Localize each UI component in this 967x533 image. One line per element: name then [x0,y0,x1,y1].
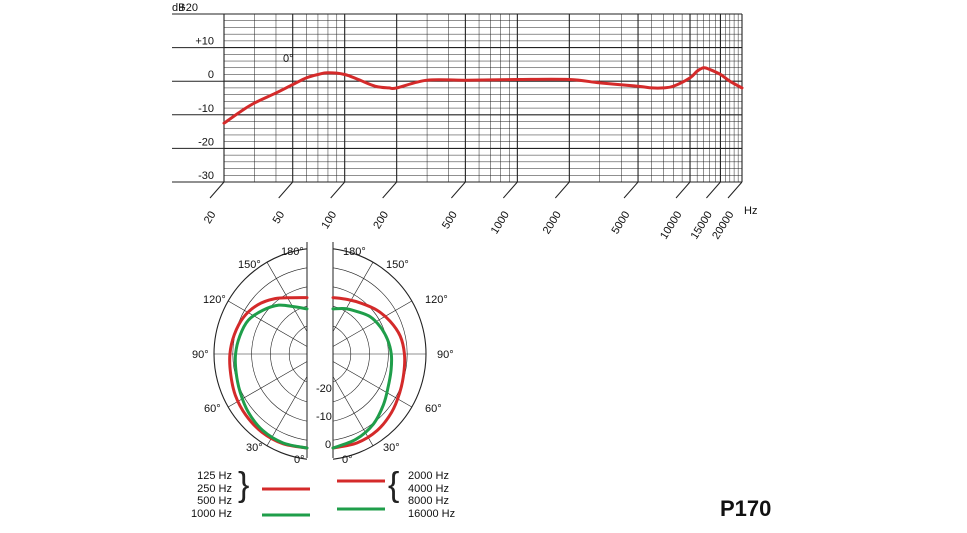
y-tick-label: +20 [179,2,198,14]
angle-label: 60° [425,403,442,415]
legend-left: 125 Hz 250 Hz 500 Hz 1000 Hz [190,470,232,520]
angle-label: 180° [343,246,366,258]
polar-curve [331,306,394,450]
model-name: P170 [720,496,772,521]
polar-curve [331,296,407,450]
radial-label: 0 [325,439,331,451]
frequency-response-series [222,66,744,125]
angle-label: 90° [192,349,209,361]
polar-spoke [325,262,374,344]
legend-item: 8000 Hz [408,495,449,507]
angle-label: 120° [203,294,226,306]
radial-label: -10 [316,411,332,423]
x-tick-mark [451,181,466,199]
polar-center-gap [307,242,333,466]
polar-spoke [228,300,310,349]
x-tick-mark [675,181,691,199]
y-tick-label: -20 [198,136,214,148]
x-tick-mark [706,181,721,199]
angle-label: 150° [386,259,409,271]
legend-item: 125 Hz [197,470,232,482]
angle-label: 120° [425,294,448,306]
polar-curve [233,303,309,450]
polar-spoke [228,359,310,408]
polar-spoke [266,364,315,446]
radial-label: -20 [316,383,332,395]
x-tick-mark [727,181,743,199]
legend-right: 2000 Hz 4000 Hz 8000 Hz 16000 Hz [408,470,455,520]
x-axis-label: Hz [744,205,757,217]
polar-spoke [330,300,412,349]
legend-item: 1000 Hz [191,507,232,520]
x-tick-mark [554,181,570,199]
y-tick-label: +10 [195,36,214,48]
legend-brace-right: { [388,466,400,504]
angle-label: 90° [437,349,454,361]
legend-swatches [262,479,385,517]
angle-label: 180° [281,246,304,258]
x-tick-mark [382,181,398,199]
polar-angle-labels: 180° 150° 120° 90° 60° 30° 0° 180° 150° 120° 90° 60… [192,246,454,466]
legend-item: 500 Hz [197,495,232,507]
polar-curve [228,296,309,450]
angle-annotation: 0° [283,53,294,65]
frequency-grid [172,13,743,199]
y-axis-label: dB [172,2,185,14]
y-tick-label: -30 [198,170,214,182]
legend-brace-left: } [238,466,250,504]
polar-spoke [330,359,412,408]
legend-item: 2000 Hz [408,470,449,482]
x-tick-mark [330,181,346,199]
polar-spoke [266,262,315,344]
angle-label: 150° [238,259,261,271]
y-tick-label: 0 [208,69,214,81]
x-tick-label: 20 [202,209,219,226]
angle-label: 30° [246,442,263,454]
legend-item: 4000 Hz [408,482,449,495]
polar-grid [213,242,427,466]
x-tick-label: 50 [271,209,288,226]
x-tick-mark [278,181,294,199]
x-tick-mark [502,181,518,199]
polar-curves [228,296,407,450]
angle-label: 0° [294,454,305,466]
legend-item: 16000 Hz [408,507,456,520]
response-curve [222,66,744,125]
legend-item: 250 Hz [197,482,232,495]
angle-label: 30° [383,442,400,454]
y-tick-label: -10 [198,103,214,115]
angle-label: 60° [204,403,221,415]
angle-label: 0° [342,454,353,466]
x-tick-mark [623,181,639,199]
x-tick-mark [209,181,225,199]
